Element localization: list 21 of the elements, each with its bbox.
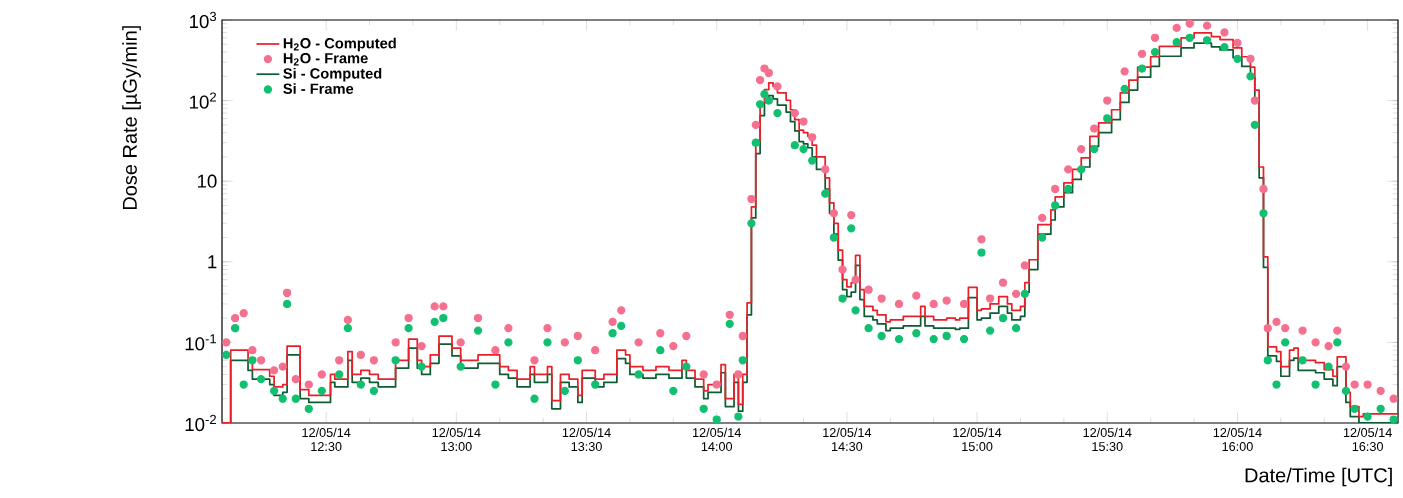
- y-tick-label: 10: [197, 174, 217, 188]
- x-tick-label: 12/05/14 13:30: [562, 427, 611, 451]
- y-axis-title: Dose Rate [µGy/min]: [122, 26, 141, 210]
- y-tick-label: 10$^{3}$: [190, 11, 217, 29]
- legend-label: H$_{2}$O - Frame: [283, 52, 368, 66]
- legend-label: Si - Frame: [283, 83, 354, 94]
- x-tick-label: 12/05/14 15:30: [1083, 427, 1132, 451]
- x-tick-label: 12/05/14 12:30: [302, 427, 351, 451]
- x-tick-label: 12/05/14 16:30: [1343, 427, 1392, 451]
- x-tick-label: 12/05/14 14:00: [693, 427, 741, 451]
- y-tick-label: 10$^{-1}$: [185, 334, 216, 351]
- y-tick-label: 10$^{-2}$: [185, 414, 216, 432]
- x-axis-title: Date/Time [UTC]: [1245, 467, 1392, 487]
- x-tick-label: 12/05/14 16:00: [1213, 427, 1262, 451]
- y-tick-label: 1: [208, 255, 217, 269]
- x-tick-label: 12/05/14 13:00: [432, 427, 481, 451]
- legend-label: H$_{2}$O - Computed: [283, 37, 396, 52]
- x-tick-label: 12/05/14 14:30: [823, 427, 872, 451]
- legend-label: Si - Computed: [283, 67, 382, 82]
- y-tick-label: 10$^{2}$: [190, 92, 216, 109]
- x-tick-label: 12/05/14 15:00: [953, 427, 1002, 451]
